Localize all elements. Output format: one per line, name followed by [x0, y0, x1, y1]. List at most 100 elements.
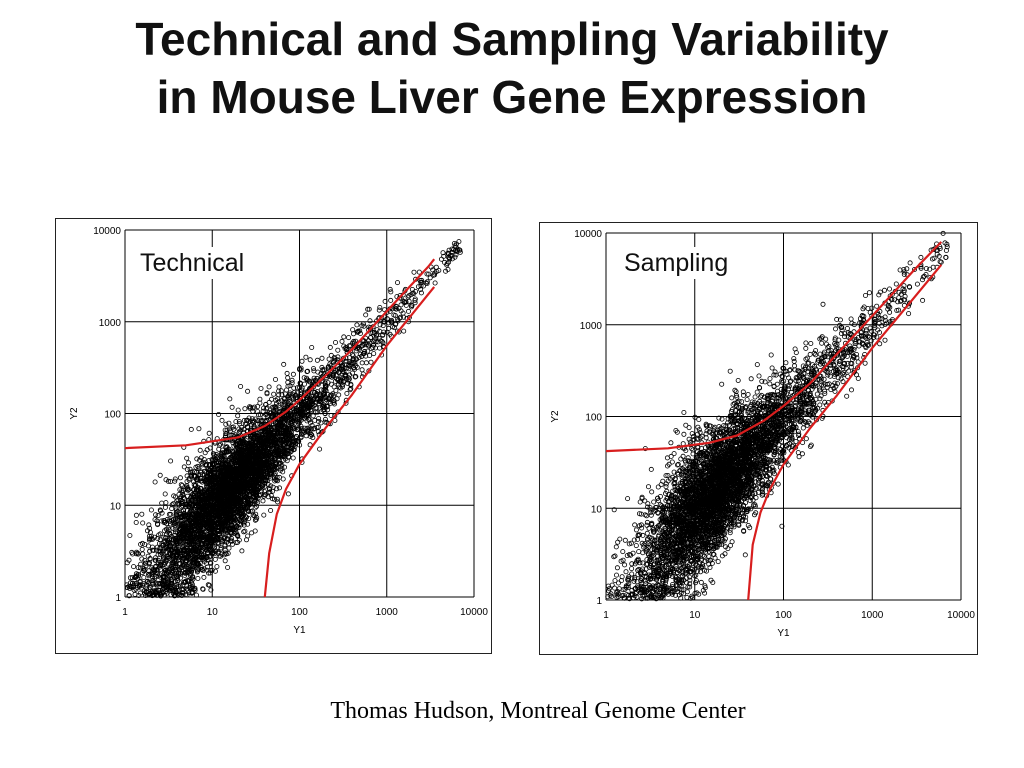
- scatter-point: [215, 540, 221, 546]
- scatter-point: [178, 521, 184, 527]
- scatter-point: [222, 427, 228, 433]
- scatter-point: [224, 535, 230, 541]
- scatter-point: [217, 490, 223, 496]
- scatter-point: [209, 567, 215, 573]
- scatter-point: [252, 465, 258, 471]
- scatter-point: [271, 391, 277, 397]
- scatter-point: [170, 560, 176, 566]
- scatter-point: [339, 338, 345, 344]
- scatter-point: [205, 522, 211, 528]
- scatter-point: [236, 477, 242, 483]
- scatter-point: [285, 394, 291, 400]
- scatter-point: [237, 512, 243, 518]
- scatter-point: [387, 286, 393, 292]
- scatter-point: [401, 328, 407, 334]
- scatter-point: [214, 564, 220, 570]
- scatter-point: [132, 591, 138, 597]
- scatter-point: [161, 534, 167, 540]
- scatter-point: [290, 455, 296, 461]
- scatter-point: [222, 542, 228, 548]
- scatter-point: [375, 339, 381, 345]
- scatter-point: [299, 402, 305, 408]
- scatter-point: [261, 405, 267, 411]
- scatter-point: [227, 396, 233, 402]
- scatter-point: [309, 422, 315, 428]
- scatter-point: [209, 457, 215, 463]
- scatter-point: [223, 479, 229, 485]
- scatter-point: [287, 383, 293, 389]
- scatter-point: [235, 487, 241, 493]
- scatter-point: [140, 520, 146, 526]
- scatter-point: [195, 531, 201, 537]
- scatter-point: [345, 375, 351, 381]
- slide-title-line-1: Technical and Sampling Variability: [135, 13, 889, 65]
- scatter-point: [181, 495, 187, 501]
- scatter-point: [224, 515, 230, 521]
- scatter-point: [174, 582, 180, 588]
- scatter-point: [251, 444, 257, 450]
- scatter-point: [285, 375, 291, 381]
- scatter-point: [127, 575, 133, 581]
- scatter-point: [222, 485, 228, 491]
- scatter-point: [129, 549, 135, 555]
- scatter-point: [218, 470, 224, 476]
- scatter-point: [258, 472, 264, 478]
- scatter-point: [280, 437, 286, 443]
- scatter-point: [185, 547, 191, 553]
- scatter-point: [279, 423, 285, 429]
- scatter-point: [292, 395, 298, 401]
- scatter-point: [356, 354, 362, 360]
- scatter-point: [361, 323, 367, 329]
- scatter-point: [204, 567, 210, 573]
- scatter-point: [301, 375, 307, 381]
- scatter-point: [222, 473, 228, 479]
- scatter-point: [227, 538, 233, 544]
- scatter-point: [377, 305, 383, 311]
- scatter-point: [395, 316, 401, 322]
- scatter-point: [332, 340, 338, 346]
- scatter-point: [426, 271, 432, 277]
- scatter-point: [231, 426, 237, 432]
- scatter-point: [340, 375, 346, 381]
- scatter-point: [154, 518, 160, 524]
- scatter-point: [182, 514, 188, 520]
- scatter-point: [275, 499, 281, 505]
- scatter-point: [297, 384, 303, 390]
- scatter-point: [137, 565, 143, 571]
- scatter-point: [156, 532, 162, 538]
- scatter-point: [226, 456, 232, 462]
- scatter-point: [251, 486, 257, 492]
- scatter-point: [226, 545, 232, 551]
- scatter-point: [254, 433, 260, 439]
- scatter-point: [405, 294, 411, 300]
- scatter-point: [173, 521, 179, 527]
- scatter-point: [160, 548, 166, 554]
- scatter-point: [248, 443, 254, 449]
- scatter-point: [264, 405, 270, 411]
- scatter-point: [177, 475, 183, 481]
- scatter-point: [359, 323, 365, 329]
- scatter-point: [307, 420, 313, 426]
- scatter-point: [157, 581, 163, 587]
- scatter-point: [335, 382, 341, 388]
- scatter-point: [290, 371, 296, 377]
- scatter-point: [153, 512, 159, 518]
- scatter-point: [313, 409, 319, 415]
- scatter-point: [334, 368, 340, 374]
- scatter-point: [293, 411, 299, 417]
- scatter-point: [227, 454, 233, 460]
- scatter-point: [307, 357, 313, 363]
- scatter-point: [135, 550, 141, 556]
- scatter-point: [234, 523, 240, 529]
- scatter-point: [274, 400, 280, 406]
- scatter-point: [398, 302, 404, 308]
- scatter-point: [190, 574, 196, 580]
- scatter-point: [275, 466, 281, 472]
- y-tick-label: 100: [104, 410, 121, 421]
- scatter-point: [250, 512, 256, 518]
- scatter-point: [171, 545, 177, 551]
- scatter-point: [281, 418, 287, 424]
- scatter-point: [418, 290, 424, 296]
- scatter-point: [248, 446, 254, 452]
- scatter-point: [446, 259, 452, 265]
